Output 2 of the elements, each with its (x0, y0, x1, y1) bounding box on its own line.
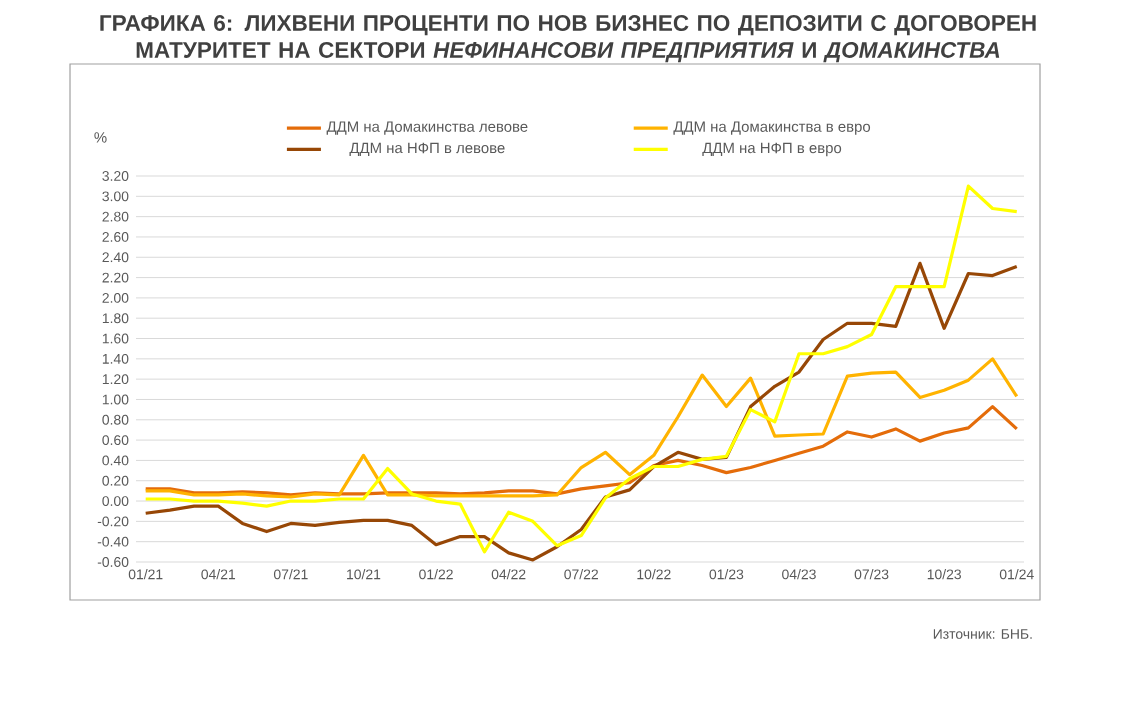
line-series (144, 261, 1019, 562)
chart-title: ГРАФИКА 6: ЛИХВЕНИ ПРОЦЕНТИ ПО НОВ БИЗНЕС ПО ДЕПОЗИТИ С ДОГОВОРЕН МАТУРИТЕТ НА СЕКТОРИ НЕФИНАНСОВИ ПРЕДПРИЯТИЯ И ДОМАКИНСТВА (100, 15, 1036, 63)
